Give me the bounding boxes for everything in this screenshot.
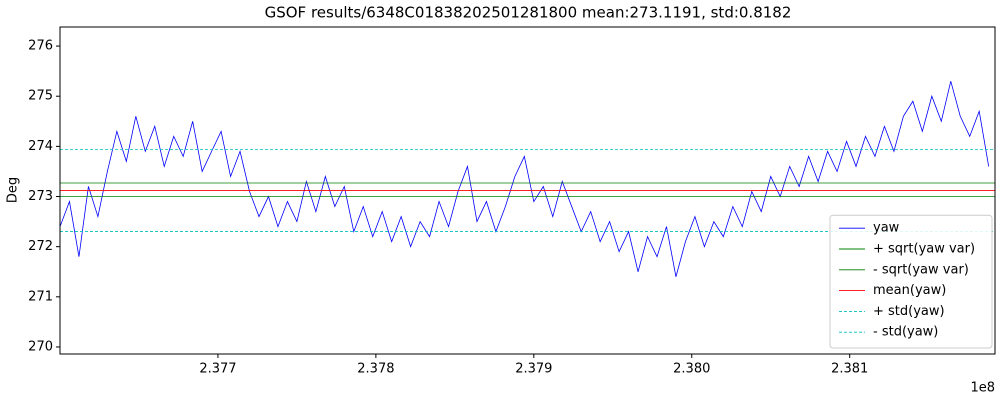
x-tick-label: 2.377: [199, 362, 236, 377]
yaw-line: [60, 81, 990, 277]
x-tick-label: 2.379: [515, 362, 552, 377]
legend-box: [829, 214, 993, 349]
x-tick-label: 2.380: [673, 362, 710, 377]
legend-label: + std(yaw): [873, 304, 945, 319]
chart-title: GSOF results/6348C01838202501281800 mean…: [265, 4, 792, 22]
x-tick-label: 2.381: [831, 362, 868, 377]
x-offset-label: 1e8: [970, 381, 995, 396]
legend-label: yaw: [873, 221, 900, 236]
legend-label: + sqrt(yaw var): [873, 242, 975, 257]
y-tick-label: 274: [28, 139, 53, 154]
legend-label: mean(yaw): [873, 283, 946, 298]
y-tick-label: 275: [28, 89, 53, 104]
y-axis-label: Deg: [6, 177, 21, 203]
legend-label: - sqrt(yaw var): [873, 262, 969, 277]
y-tick-label: 272: [28, 239, 53, 254]
y-tick-label: 270: [28, 339, 53, 354]
plot-area: [60, 81, 995, 277]
y-tick-label: 276: [28, 39, 53, 54]
y-tick-label: 271: [28, 289, 53, 304]
x-tick-label: 2.378: [357, 362, 394, 377]
legend-label: - std(yaw): [873, 325, 938, 340]
axes-frame: [59, 26, 996, 355]
y-tick-label: 273: [28, 189, 53, 204]
